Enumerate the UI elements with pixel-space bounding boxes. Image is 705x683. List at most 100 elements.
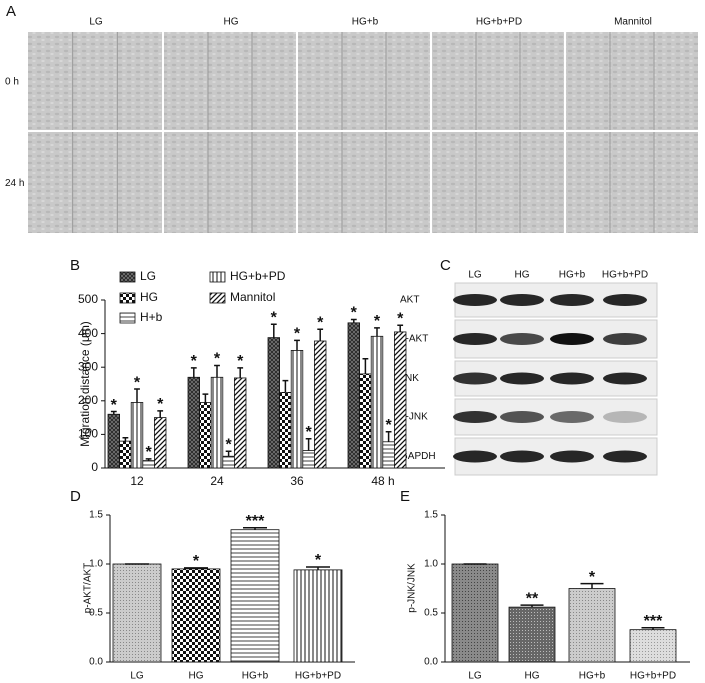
lane-label: LG [468, 270, 482, 281]
error-bar [122, 437, 129, 442]
blot-label: GAPDH [400, 451, 436, 462]
bar [302, 450, 315, 469]
blot-band [603, 294, 647, 306]
micrograph [28, 32, 162, 130]
error-bar [397, 324, 404, 332]
bar [112, 563, 162, 663]
x-tick-label: HG+b+PD [630, 671, 676, 682]
significance-mark: * [145, 444, 152, 461]
error-bar [214, 364, 220, 378]
y-tick-label: 300 [78, 359, 98, 373]
micrograph [566, 32, 698, 130]
panel-label: D [70, 488, 81, 505]
y-tick-label: 500 [78, 292, 98, 306]
y-tick-label: 400 [78, 326, 98, 340]
bar [210, 376, 224, 469]
legend-swatch [119, 271, 136, 283]
blot-band [453, 294, 497, 306]
micrograph [432, 32, 564, 130]
panel-label: E [400, 488, 410, 505]
significance-mark: * [134, 374, 141, 391]
blot-band [550, 372, 594, 385]
bar [199, 402, 212, 469]
y-axis-title: p-JNK/JNK [407, 563, 418, 613]
bar [313, 340, 327, 469]
blot-band [453, 411, 497, 423]
legend-swatch [119, 312, 136, 324]
significance-mark: * [157, 396, 164, 413]
bar [568, 588, 616, 663]
error-bar [305, 438, 312, 451]
significance-mark: * [225, 436, 232, 453]
bar [393, 331, 407, 469]
error-bar [641, 626, 665, 630]
bar [629, 629, 677, 663]
bar [187, 376, 201, 469]
panel-label: A [6, 3, 16, 20]
legend-swatch [209, 271, 226, 283]
significance-mark: * [111, 397, 118, 414]
x-tick-label: HG [189, 671, 204, 682]
bar [293, 569, 343, 663]
y-tick-label: 1.5 [424, 510, 438, 521]
y-tick-label: 1.0 [89, 559, 103, 570]
x-tick-label: HG+b [242, 671, 269, 682]
error-bar [580, 582, 604, 589]
y-tick-label: 200 [78, 393, 98, 407]
bar [107, 413, 121, 469]
bar [153, 417, 167, 469]
blot-band [550, 450, 594, 463]
lane-label: HG [515, 270, 530, 281]
y-tick-label: 100 [78, 427, 98, 441]
x-tick-label: LG [468, 671, 482, 682]
panel-label: C [440, 257, 451, 274]
y-tick-label: 0.0 [424, 657, 438, 668]
significance-mark: * [385, 417, 392, 434]
error-bar [317, 328, 324, 341]
x-tick-label: 36 [290, 474, 304, 488]
blot-band [500, 450, 544, 463]
error-bar [520, 604, 544, 608]
micrograph [432, 132, 564, 233]
error-bar [294, 339, 300, 351]
significance-mark: * [193, 553, 200, 570]
bar [382, 441, 395, 469]
y-tick-label: 0.0 [89, 657, 103, 668]
significance-mark: *** [644, 613, 663, 630]
legend-label: HG+b+PD [230, 269, 286, 283]
blot-band [453, 372, 497, 385]
legend-label: HG [140, 290, 158, 304]
y-tick-label: 0.5 [89, 608, 103, 619]
significance-mark: * [351, 305, 358, 322]
bar [230, 529, 280, 663]
error-bar [157, 410, 164, 418]
y-tick-label: 1.5 [89, 510, 103, 521]
bar [119, 440, 132, 469]
blot-label: p-AKT [400, 334, 428, 345]
panel-label: B [70, 257, 80, 274]
error-bar [237, 367, 244, 378]
x-tick-label: 24 [210, 474, 224, 488]
error-bar [374, 327, 380, 337]
error-bar [202, 393, 209, 403]
bar [233, 377, 247, 469]
bar [130, 402, 144, 469]
significance-mark: * [374, 313, 381, 330]
blot-label: p-JNK [400, 412, 428, 423]
blot-label: JNK [400, 373, 419, 384]
blot-band [500, 411, 544, 423]
y-axis-title: Migration distance (μm) [78, 321, 92, 447]
blot-label: AKT [400, 295, 419, 306]
blot-band [500, 372, 544, 385]
legend-label: Mannitol [230, 290, 275, 304]
bar [279, 391, 292, 469]
micrograph [298, 32, 430, 130]
blot-band [603, 333, 647, 345]
legend-label: LG [140, 269, 156, 283]
legend-label: H+b [140, 310, 163, 324]
blot-band [500, 333, 544, 345]
significance-mark: * [214, 351, 221, 368]
lane-label: HG+b+PD [602, 270, 648, 281]
blot-band [453, 333, 497, 345]
